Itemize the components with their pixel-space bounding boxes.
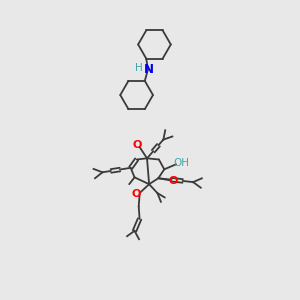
Text: N: N [144, 63, 154, 76]
Text: O: O [169, 176, 178, 186]
Text: O: O [133, 140, 142, 150]
Text: H: H [135, 63, 143, 73]
Text: OH: OH [173, 158, 190, 168]
Text: O: O [131, 189, 141, 199]
